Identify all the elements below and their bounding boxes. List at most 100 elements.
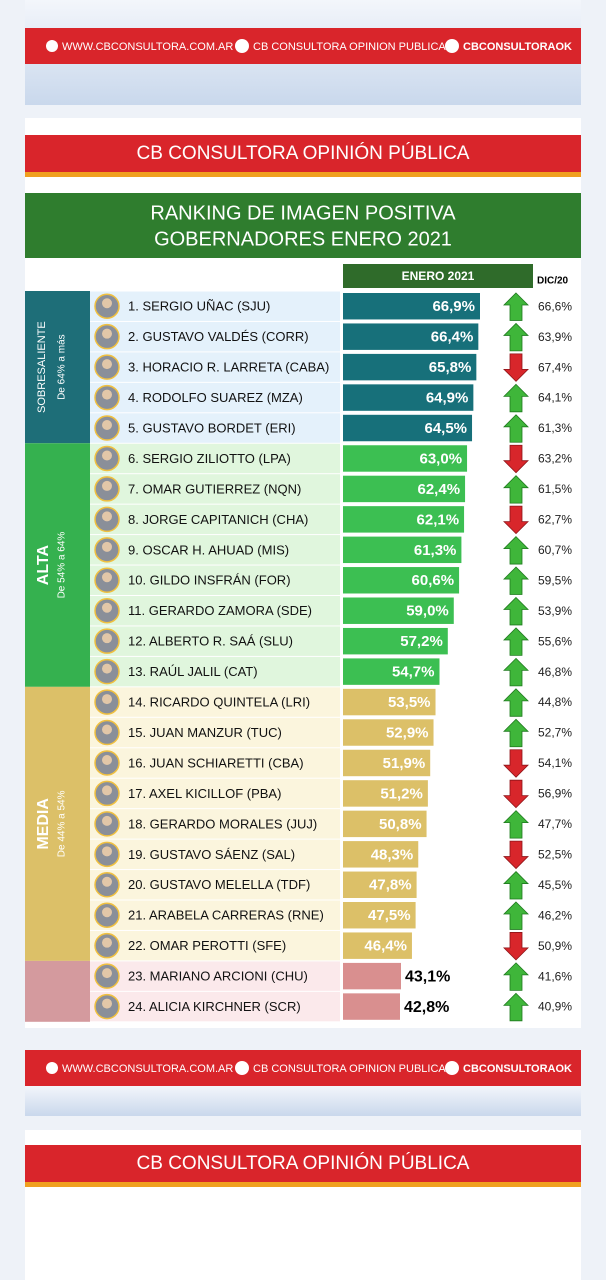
photo-head xyxy=(102,998,112,1009)
value-label: 47,8% xyxy=(369,877,412,894)
arrow-down xyxy=(503,444,529,474)
bar xyxy=(343,810,427,838)
bar xyxy=(343,414,473,442)
photo-head xyxy=(102,663,112,674)
arrow-up xyxy=(503,657,529,687)
governor-name: 24. ALICIA KIRCHNER (SCR) xyxy=(128,999,301,1014)
row-background xyxy=(90,900,340,930)
banner-title: CB CONSULTORA OPINIÓN PÚBLICA xyxy=(137,1152,470,1174)
bar xyxy=(343,719,434,746)
governor-name: 21. ARABELA CARRERAS (RNE) xyxy=(128,908,324,923)
value-label: 66,4% xyxy=(431,329,474,346)
arrow-up xyxy=(503,292,529,321)
previous-value: 61,5% xyxy=(538,482,572,496)
arrow-up xyxy=(503,992,529,1022)
group-range: De 54% a 64% xyxy=(57,532,68,599)
arrow-up xyxy=(503,596,529,626)
previous-value: 62,7% xyxy=(538,513,572,527)
governor-name: 17. AXEL KICILLOF (PBA) xyxy=(128,786,281,801)
group-range: De 64% a más xyxy=(57,334,68,400)
value-label: 64,5% xyxy=(424,420,467,437)
previous-value: 46,2% xyxy=(538,908,572,922)
previous-value: 52,7% xyxy=(538,726,572,740)
bar xyxy=(343,688,436,716)
arrow-down xyxy=(503,749,529,778)
row-background xyxy=(90,778,340,809)
governor-name: 7. OMAR GUTIERREZ (NQN) xyxy=(128,481,301,496)
icon xyxy=(46,40,58,52)
row-background xyxy=(90,352,340,382)
row-background xyxy=(90,443,340,474)
bar xyxy=(343,384,474,411)
photo-head xyxy=(102,876,112,887)
governor-name: 20. GUSTAVO MELELLA (TDF) xyxy=(128,877,310,892)
value-label: 43,1% xyxy=(405,968,450,985)
photo-head xyxy=(102,937,112,948)
group-band xyxy=(25,686,90,961)
row-background xyxy=(90,535,340,565)
value-label: 64,9% xyxy=(426,390,469,407)
row-background xyxy=(90,717,340,748)
previous-value: 47,7% xyxy=(538,817,572,831)
row-background xyxy=(90,656,340,687)
value-label: 47,5% xyxy=(368,907,411,924)
governor-name: 13. RAÚL JALIL (CAT) xyxy=(128,664,258,679)
bar xyxy=(343,506,465,533)
arrow-down xyxy=(503,505,529,535)
bar xyxy=(343,323,479,350)
photo-head xyxy=(102,450,112,461)
governor-name: 15. JUAN MANZUR (TUC) xyxy=(128,725,282,740)
photo-head xyxy=(102,602,112,613)
photo-head xyxy=(102,968,112,979)
row-background xyxy=(90,839,340,870)
row-background xyxy=(90,930,340,961)
previous-value: 50,9% xyxy=(538,939,572,953)
photo-head xyxy=(102,815,112,826)
governor-name: 16. JUAN SCHIARETTI (CBA) xyxy=(128,755,304,770)
governor-name: 4. RODOLFO SUAREZ (MZA) xyxy=(128,390,303,405)
row-background xyxy=(90,626,340,656)
photo-head xyxy=(102,572,112,583)
bar xyxy=(343,962,401,990)
bar xyxy=(343,536,462,564)
value-label: 57,2% xyxy=(400,633,443,650)
photo-head xyxy=(102,694,112,705)
row-background xyxy=(90,565,340,595)
link: CB CONSULTORA OPINION PUBLICA xyxy=(253,1063,446,1075)
arrow-down xyxy=(503,840,529,870)
governor-name: 22. OMAR PEROTTI (SFE) xyxy=(128,938,286,953)
group-band xyxy=(25,960,90,1022)
link: CB CONSULTORA OPINION PUBLICA xyxy=(253,41,446,53)
governor-name: 12. ALBERTO R. SAÁ (SLU) xyxy=(128,634,293,649)
arrow-down xyxy=(503,353,529,382)
arrow-up xyxy=(503,475,529,504)
arrow-up xyxy=(503,688,529,717)
value-label: 65,8% xyxy=(429,359,472,376)
value-label: 66,9% xyxy=(432,298,475,315)
photo-head xyxy=(102,480,112,491)
value-label: 54,7% xyxy=(392,664,435,681)
link: CBCONSULTORAOK xyxy=(463,41,572,53)
links-bar xyxy=(25,1050,581,1086)
column-header: ENERO 2021 xyxy=(402,269,475,283)
row-background xyxy=(90,809,340,839)
group-band xyxy=(25,443,90,687)
photo-head xyxy=(102,298,112,309)
previous-value: 52,5% xyxy=(538,847,572,861)
bar xyxy=(343,475,466,503)
bar xyxy=(343,841,419,868)
link: CBCONSULTORAOK xyxy=(463,1063,572,1075)
bar xyxy=(343,902,416,929)
previous-value: 44,8% xyxy=(538,695,572,709)
arrow-up xyxy=(503,870,529,900)
previous-value: 63,9% xyxy=(538,330,572,344)
bar xyxy=(343,871,417,898)
row-background xyxy=(90,991,340,1022)
group-band xyxy=(25,291,90,444)
previous-value: 61,3% xyxy=(538,421,572,435)
arrow-up xyxy=(503,901,529,930)
bar xyxy=(343,658,440,685)
icon xyxy=(46,1062,58,1074)
value-label: 52,9% xyxy=(386,724,429,741)
